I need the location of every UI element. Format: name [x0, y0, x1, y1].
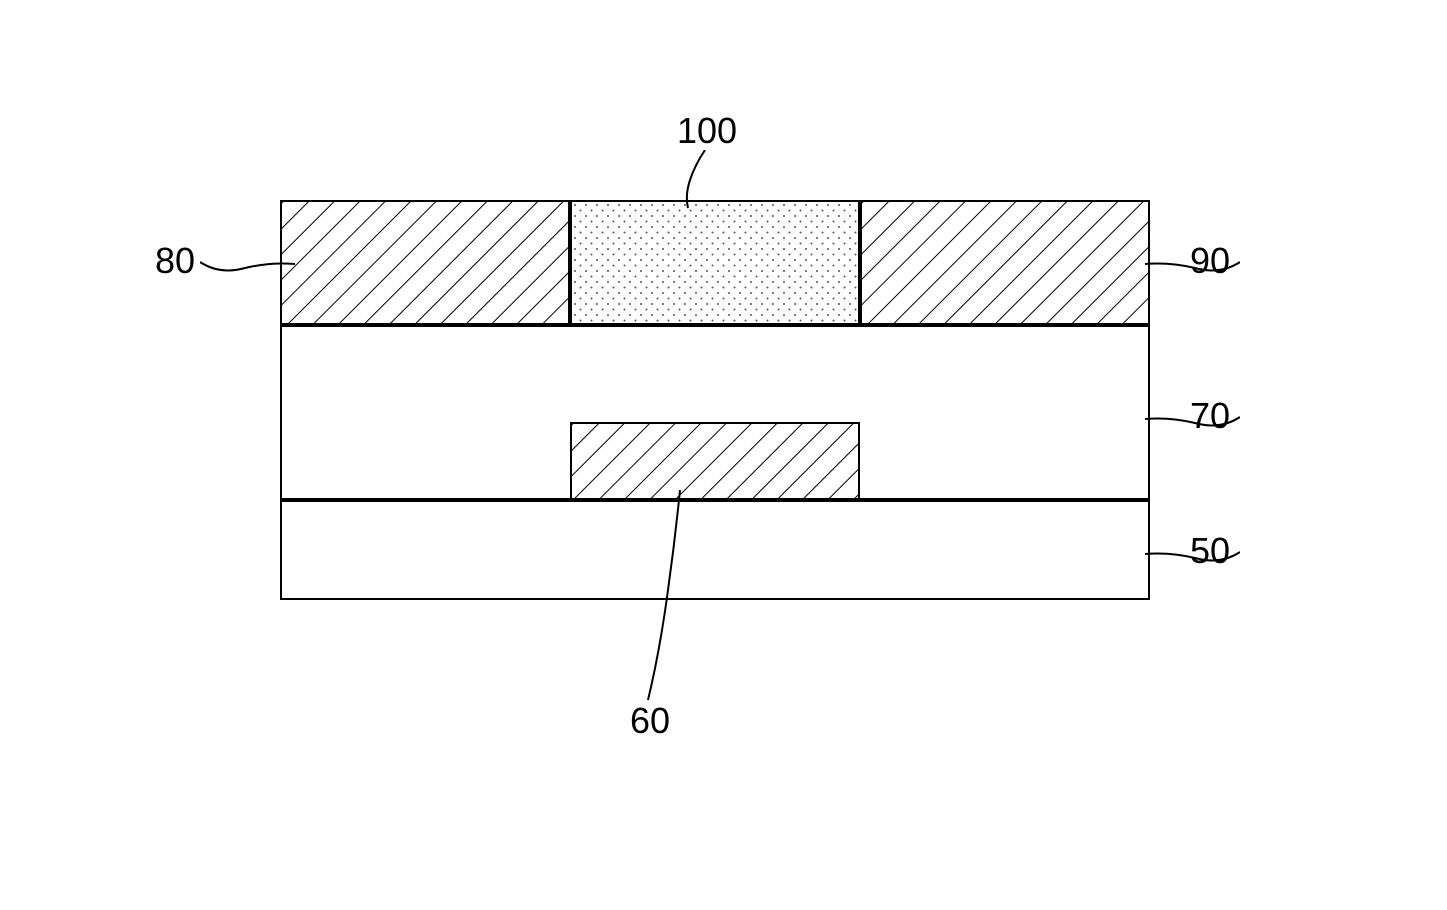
- diagram-container: [280, 200, 1150, 600]
- leader-80: [200, 250, 300, 290]
- label-80: 80: [155, 240, 195, 282]
- label-70: 70: [1190, 395, 1230, 437]
- label-100: 100: [677, 110, 737, 152]
- layer-contact-left: [280, 200, 570, 325]
- label-50: 50: [1190, 530, 1230, 572]
- leader-60: [600, 490, 700, 705]
- label-60: 60: [630, 700, 670, 742]
- leader-100: [680, 150, 740, 210]
- layer-active: [570, 200, 860, 325]
- layer-gate: [570, 422, 860, 500]
- label-90: 90: [1190, 240, 1230, 282]
- layer-contact-right: [860, 200, 1150, 325]
- layer-substrate: [280, 500, 1150, 600]
